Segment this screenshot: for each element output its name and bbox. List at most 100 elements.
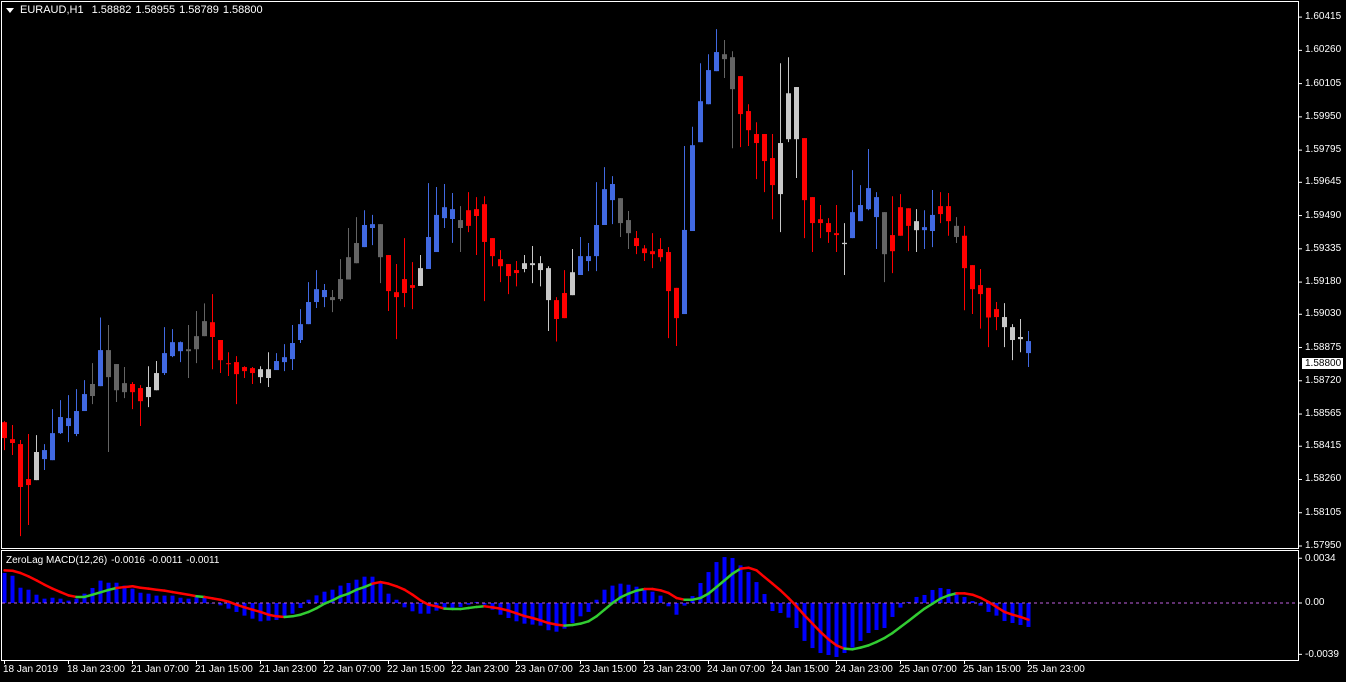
signal-line-segment — [779, 589, 790, 600]
time-tick-label: 25 Jan 15:00 — [963, 664, 1021, 675]
candle-body — [770, 158, 775, 186]
candle-body — [562, 293, 567, 319]
candle-body — [18, 444, 23, 487]
histogram-bar — [554, 602, 559, 632]
histogram-bar — [202, 596, 207, 603]
candle-body — [194, 336, 199, 350]
signal-line-segment — [155, 588, 166, 592]
histogram-bar — [146, 593, 151, 603]
signal-line-segment — [595, 608, 606, 618]
histogram-bar — [186, 598, 191, 603]
histogram-bar — [738, 565, 743, 603]
histogram-bar — [914, 596, 919, 603]
candle-body — [186, 349, 191, 352]
signal-line-segment — [107, 586, 118, 592]
histogram-bar — [834, 602, 839, 657]
signal-line-segment — [563, 623, 574, 627]
candle-body — [322, 290, 327, 298]
histogram-bar — [466, 602, 471, 605]
histogram-bar — [218, 602, 223, 606]
candle-body — [754, 134, 759, 144]
signal-line-segment — [763, 575, 774, 585]
candle-body — [938, 206, 943, 215]
time-tick-label: 21 Jan 23:00 — [259, 664, 317, 675]
histogram-bar — [698, 582, 703, 603]
candle-body — [658, 249, 663, 258]
indicator-panel[interactable] — [1, 550, 1299, 661]
candle-body — [682, 229, 687, 315]
candle-body — [394, 292, 399, 298]
histogram-bar — [674, 602, 679, 615]
signal-line-segment — [203, 595, 214, 600]
signal-line-segment — [211, 597, 222, 601]
candle-body — [922, 227, 927, 231]
histogram-bar — [362, 576, 367, 603]
candle-body — [482, 204, 487, 242]
candle-body — [258, 369, 263, 378]
histogram-bar — [874, 602, 879, 630]
histogram-bar — [578, 602, 583, 617]
signal-line-segment — [979, 596, 990, 604]
signal-line-segment — [539, 619, 550, 625]
signal-line-segment — [275, 615, 286, 619]
candle-body — [338, 279, 343, 300]
price-chart-panel[interactable] — [1, 1, 1299, 549]
histogram-bar — [890, 602, 895, 617]
price-tick-label: 1.58875 — [1305, 341, 1342, 353]
signal-line-segment — [755, 569, 766, 579]
histogram-bar — [42, 598, 47, 603]
histogram-bar — [370, 576, 375, 603]
candle-body — [106, 350, 111, 378]
signal-line-segment — [315, 602, 326, 610]
histogram-bar — [402, 602, 407, 608]
histogram-bar — [226, 602, 231, 609]
candle-body — [1018, 337, 1023, 340]
signal-line-segment — [571, 622, 582, 627]
signal-line-segment — [651, 587, 662, 592]
signal-line-segment — [131, 585, 142, 589]
time-tick-label: 18 Jan 23:00 — [67, 664, 125, 675]
candle-body — [306, 302, 311, 325]
signal-line-segment — [1019, 615, 1030, 621]
candle-body — [10, 439, 15, 444]
candle-body — [546, 268, 551, 301]
candle-body — [370, 224, 375, 229]
signal-line-segment — [939, 594, 950, 600]
signal-line-segment — [475, 605, 486, 609]
candle-body — [554, 300, 559, 319]
candle-body — [402, 279, 407, 294]
indicator-value-1: -0.0016 — [111, 555, 146, 566]
histogram-bar — [682, 602, 687, 606]
signal-line-segment — [499, 607, 510, 612]
histogram-bar — [530, 602, 535, 625]
candle-body — [418, 268, 423, 286]
price-tick-label: 1.58260 — [1305, 473, 1342, 485]
price-tick-label: 1.57950 — [1305, 539, 1342, 551]
candle-body — [298, 324, 303, 341]
candle-body — [498, 259, 503, 267]
histogram-bar — [74, 598, 79, 603]
indicator-name: ZeroLag MACD(12,26) — [6, 555, 108, 566]
candle-body — [730, 57, 735, 90]
candle-body — [674, 287, 679, 319]
signal-line-segment — [747, 566, 758, 572]
time-tick-label: 25 Jan 23:00 — [1027, 664, 1085, 675]
signal-line-segment — [307, 607, 318, 614]
histogram-bar — [538, 602, 543, 626]
candle-body — [738, 76, 743, 115]
candle-body — [698, 101, 703, 143]
candle-body — [1010, 327, 1015, 341]
candle-body — [826, 223, 831, 233]
signal-line-segment — [243, 606, 254, 611]
histogram-bar — [786, 602, 791, 618]
dropdown-triangle-icon[interactable] — [6, 7, 14, 13]
candle-body — [98, 350, 103, 387]
histogram-bar — [826, 602, 831, 655]
indicator-value-2: -0.0011 — [149, 555, 183, 566]
candle-body — [170, 342, 175, 357]
candle-body — [914, 221, 919, 231]
histogram-bar — [714, 562, 719, 603]
candle-body — [786, 93, 791, 140]
candle-body — [162, 353, 167, 374]
signal-line-segment — [267, 613, 278, 618]
